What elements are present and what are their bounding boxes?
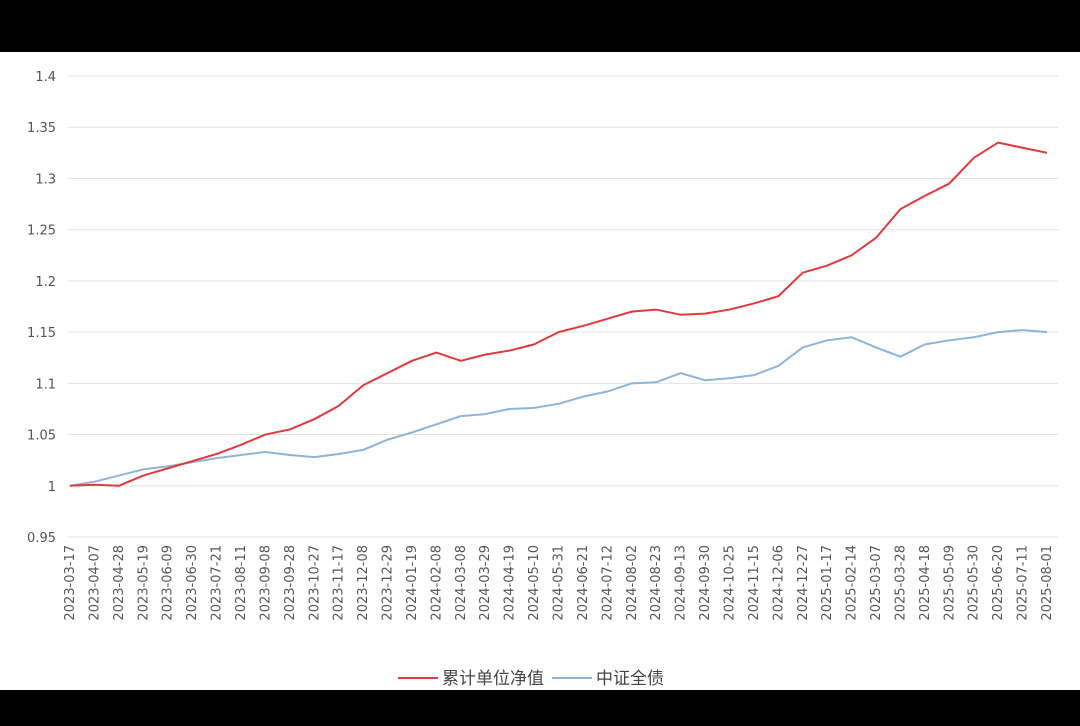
y-tick-label: 1.4 (35, 70, 56, 85)
x-tick-label: 2023-10-27 (307, 545, 322, 621)
x-tick-label: 2024-02-08 (429, 545, 444, 621)
x-tick-label: 2024-04-19 (503, 545, 518, 621)
x-tick-label: 2025-02-14 (845, 545, 860, 621)
x-tick-label: 2024-12-27 (796, 545, 811, 621)
x-tick-label: 2025-03-28 (893, 545, 908, 621)
x-tick-label: 2024-08-23 (649, 545, 664, 621)
x-tick-label: 2025-06-20 (991, 545, 1006, 621)
x-tick-label: 2023-05-19 (136, 545, 151, 621)
x-tick-label: 2023-07-21 (210, 545, 225, 621)
series-line (69, 141, 1048, 487)
x-tick-label: 2024-03-08 (454, 545, 469, 621)
x-tick-label: 2023-12-08 (356, 545, 371, 621)
x-tick-label: 2023-08-11 (234, 545, 249, 621)
x-tick-label: 2025-07-11 (1016, 545, 1031, 621)
x-tick-label: 2024-07-12 (600, 545, 615, 621)
x-tick-label: 2023-09-28 (283, 545, 298, 621)
x-tick-label: 2025-05-09 (942, 545, 957, 621)
x-tick-label: 2024-01-19 (405, 545, 420, 621)
x-tick-label: 2024-05-10 (527, 545, 542, 621)
y-tick-label: 0.95 (27, 531, 56, 546)
y-tick-label: 1.35 (27, 121, 56, 136)
legend-label: 中证全债 (596, 669, 664, 689)
x-tick-label: 2025-04-18 (918, 545, 933, 621)
y-tick-label: 1 (48, 480, 56, 495)
x-tick-label: 2025-05-30 (967, 545, 982, 621)
series-line (69, 329, 1048, 487)
y-tick-label: 1.2 (35, 275, 56, 290)
x-tick-label: 2025-08-01 (1040, 545, 1055, 621)
y-tick-label: 1.3 (35, 172, 56, 187)
x-tick-label: 2024-09-30 (698, 545, 713, 621)
chart-background (0, 52, 1080, 690)
x-tick-label: 2024-06-21 (576, 545, 591, 621)
x-tick-label: 2024-10-25 (722, 545, 737, 621)
x-tick-label: 2025-03-07 (869, 545, 884, 621)
x-tick-label: 2024-09-13 (674, 545, 689, 621)
legend-label: 累计单位净值 (442, 669, 544, 689)
x-tick-label: 2023-03-17 (63, 545, 78, 621)
x-tick-label: 2024-03-29 (478, 545, 493, 621)
y-tick-label: 1.1 (35, 377, 56, 392)
x-tick-label: 2023-12-29 (381, 545, 396, 621)
x-tick-label: 2023-11-17 (332, 545, 347, 621)
x-tick-label: 2024-12-06 (771, 545, 786, 621)
y-tick-label: 1.15 (27, 326, 56, 341)
y-tick-label: 1.05 (27, 429, 56, 444)
x-tick-label: 2024-05-31 (552, 545, 567, 621)
x-tick-label: 2024-11-15 (747, 545, 762, 621)
x-tick-label: 2024-08-02 (625, 545, 640, 621)
x-tick-label: 2023-06-30 (185, 545, 200, 621)
x-tick-label: 2023-04-28 (112, 545, 127, 621)
x-tick-label: 2023-06-09 (161, 545, 176, 621)
x-tick-label: 2023-04-07 (87, 545, 102, 621)
x-tick-label: 2023-09-08 (258, 545, 273, 621)
y-tick-label: 1.25 (27, 224, 56, 239)
x-tick-label: 2025-01-17 (820, 545, 835, 621)
